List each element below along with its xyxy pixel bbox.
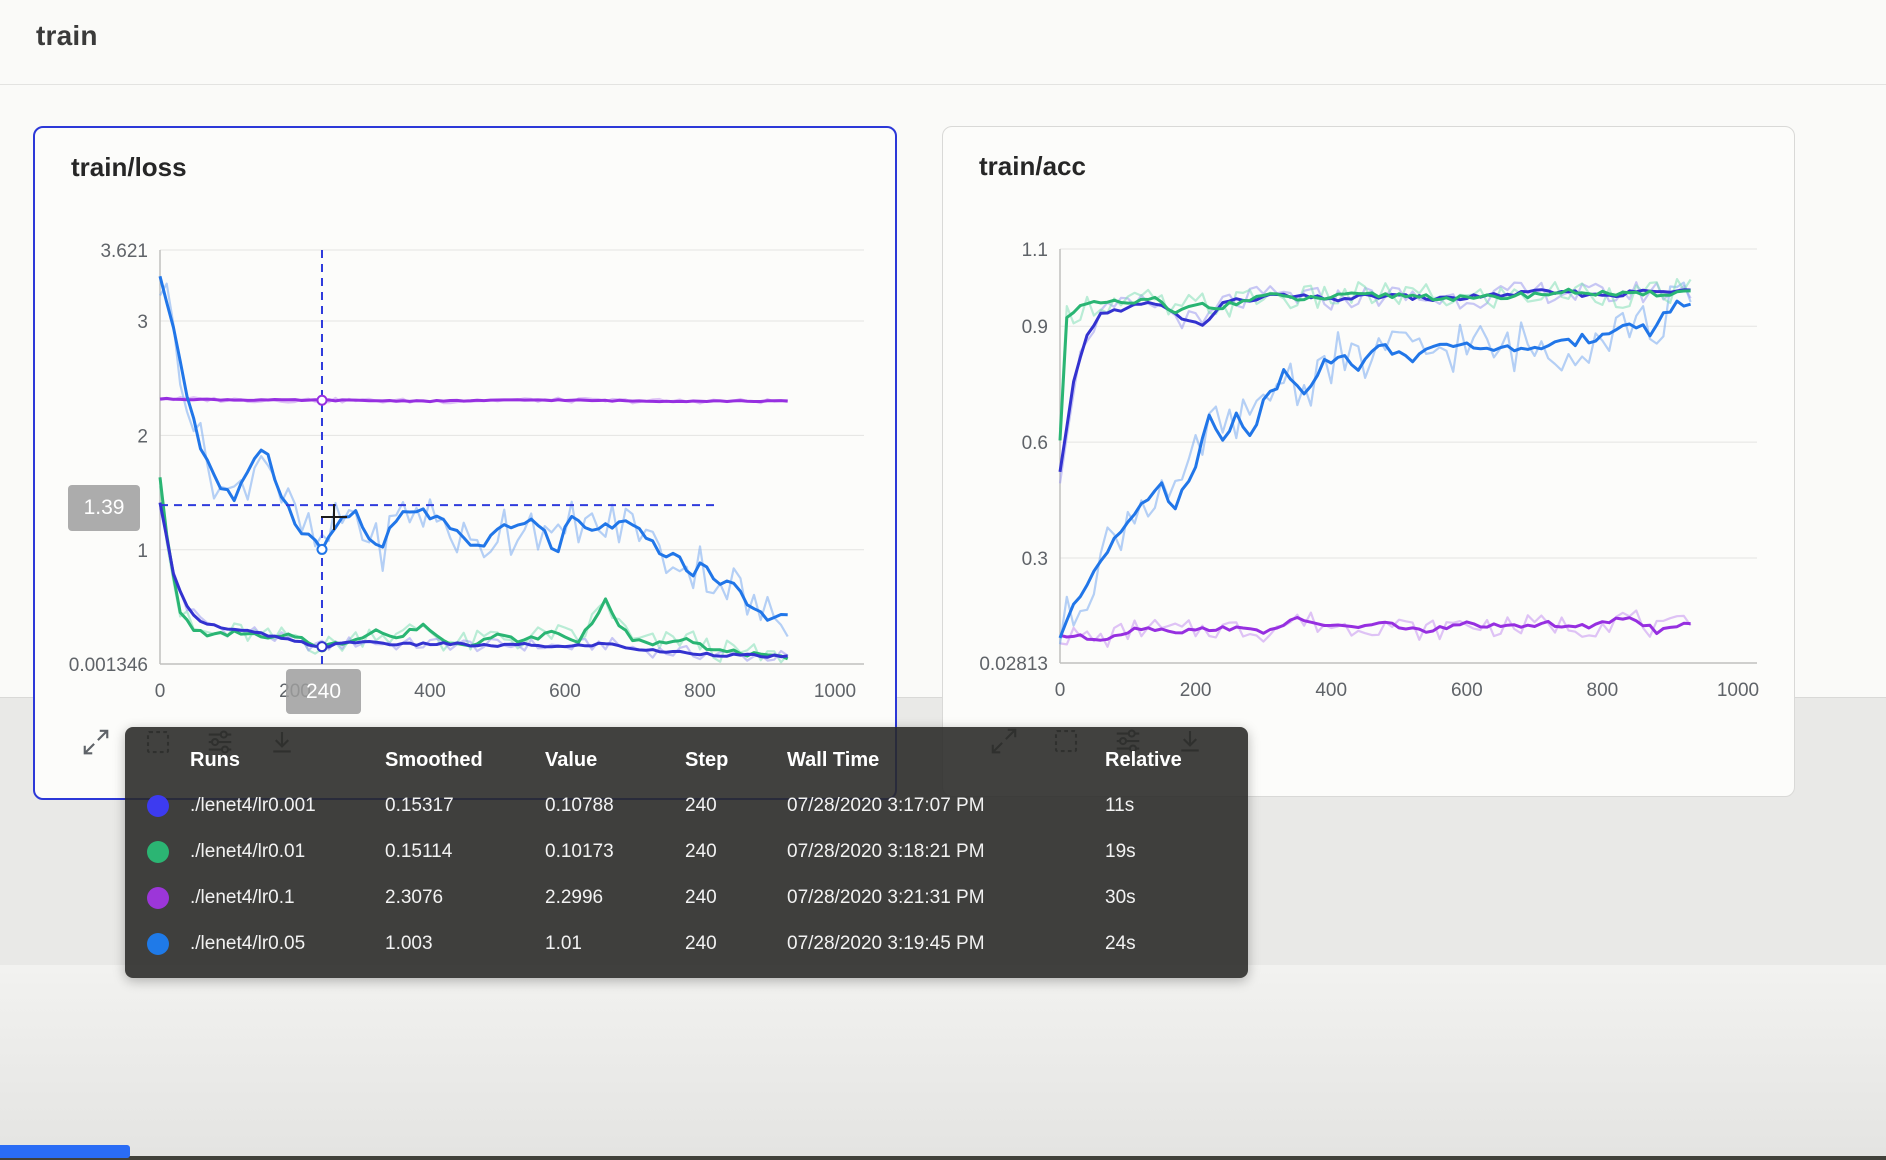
y-tick-label: 0.001346 bbox=[69, 655, 148, 676]
tooltip-header-row: Runs Smoothed Value Step Wall Time Relat… bbox=[125, 727, 1248, 783]
series-raw-line bbox=[1058, 278, 1692, 430]
x-tick-label: 200 bbox=[1180, 680, 1212, 701]
tooltip-rows: ./lenet4/lr0.001 0.15317 0.10788 240 07/28/2… bbox=[125, 783, 1248, 967]
walltime-cell: 07/28/2020 3:21:31 PM bbox=[787, 887, 985, 908]
y-tick-label: 0.6 bbox=[1022, 433, 1048, 454]
x-tick-label: 0 bbox=[155, 681, 166, 702]
crosshair-step-tag: 240 bbox=[286, 669, 361, 714]
tooltip-header-smoothed: Smoothed bbox=[385, 748, 483, 771]
relative-cell: 11s bbox=[1105, 795, 1135, 816]
bottom-border bbox=[0, 1156, 1886, 1160]
series-raw-line bbox=[1058, 281, 1692, 645]
tooltip-header-relative: Relative bbox=[1105, 748, 1182, 771]
step-cell: 240 bbox=[685, 933, 717, 954]
y-tick-label: 3.621 bbox=[100, 241, 148, 262]
run-name-cell: ./lenet4/lr0.01 bbox=[190, 841, 306, 862]
expand-icon[interactable] bbox=[81, 725, 115, 759]
hover-marker bbox=[316, 394, 328, 406]
series-smoothed-line bbox=[158, 275, 788, 622]
step-cell: 240 bbox=[685, 887, 717, 908]
page-title: train bbox=[36, 20, 98, 51]
background-band-low bbox=[0, 965, 1886, 1156]
run-name-cell: ./lenet4/lr0.05 bbox=[190, 933, 306, 954]
value-cell: 0.10173 bbox=[545, 841, 614, 862]
smoothed-cell: 0.15114 bbox=[385, 841, 453, 862]
expand-icon-glyph bbox=[83, 729, 109, 755]
step-cell: 240 bbox=[685, 841, 717, 862]
tooltip-header-step: Step bbox=[685, 748, 729, 771]
x-tick-label: 800 bbox=[684, 681, 716, 702]
smoothed-cell: 2.3076 bbox=[385, 887, 444, 908]
x-tick-label: 400 bbox=[1315, 680, 1347, 701]
tooltip-header-runs: Runs bbox=[190, 748, 240, 771]
series-raw-line bbox=[1059, 609, 1692, 648]
value-cell: 2.2996 bbox=[545, 887, 604, 908]
value-cell: 1.01 bbox=[545, 933, 582, 954]
x-tick-label: 1000 bbox=[814, 681, 856, 702]
y-tick-label: 0.3 bbox=[1022, 549, 1048, 570]
relative-cell: 24s bbox=[1105, 933, 1136, 954]
x-tick-label: 800 bbox=[1587, 680, 1619, 701]
run-color-dot bbox=[147, 887, 169, 909]
y-tick-label: 1 bbox=[137, 541, 148, 562]
series-raw-line bbox=[1058, 281, 1692, 484]
chart-card-train-loss[interactable]: train/loss 3.6213210.0013460200400600800… bbox=[33, 126, 897, 800]
chart-title-loss: train/loss bbox=[71, 152, 187, 182]
run-color-dot bbox=[147, 841, 169, 863]
x-tick-label: 1000 bbox=[1717, 680, 1759, 701]
run-color-dot bbox=[147, 795, 169, 817]
crosshair-value-tag: 1.39 bbox=[68, 485, 140, 531]
x-tick-label: 400 bbox=[414, 681, 446, 702]
y-tick-label: 1.1 bbox=[1022, 240, 1048, 261]
crosshair-cursor-icon bbox=[321, 504, 347, 530]
tooltip-row: ./lenet4/lr0.01 0.15114 0.10173 240 07/28/20… bbox=[125, 829, 1248, 875]
relative-cell: 30s bbox=[1105, 887, 1136, 908]
hover-marker bbox=[316, 543, 328, 555]
hover-marker bbox=[316, 641, 328, 653]
x-tick-label: 0 bbox=[1055, 680, 1066, 701]
tooltip-header-value: Value bbox=[545, 748, 598, 771]
y-tick-label: 0.02813 bbox=[979, 654, 1048, 675]
series-smoothed-line bbox=[158, 502, 788, 659]
tooltip-header-walltime: Wall Time bbox=[787, 748, 880, 771]
step-cell: 240 bbox=[685, 795, 717, 816]
run-color-dot bbox=[147, 933, 169, 955]
chart-card-train-acc[interactable]: train/acc 1.1 0.9 0.6 0.3 0.02813 0 200 400 600 8… bbox=[942, 126, 1795, 797]
series-smoothed-line bbox=[1058, 288, 1691, 473]
tooltip-row: ./lenet4/lr0.001 0.15317 0.10788 240 07/28/2… bbox=[125, 783, 1248, 829]
y-tick-label: 3 bbox=[137, 312, 148, 333]
app-header: train bbox=[0, 0, 1886, 85]
progress-bar bbox=[0, 1145, 130, 1158]
hover-tooltip: Runs Smoothed Value Step Wall Time Relat… bbox=[125, 727, 1248, 978]
run-name-cell: ./lenet4/lr0.001 bbox=[190, 795, 316, 816]
x-tick-label: 600 bbox=[549, 681, 581, 702]
series-smoothed-line bbox=[1058, 299, 1692, 639]
y-tick-label: 0.9 bbox=[1022, 317, 1048, 338]
acc-chart-plot[interactable]: 1.1 0.9 0.6 0.3 0.02813 0 200 400 600 800 1000 bbox=[943, 127, 1792, 794]
series-smoothed-line bbox=[1058, 287, 1691, 441]
series-raw-line bbox=[159, 282, 789, 638]
smoothed-cell: 0.15317 bbox=[385, 795, 454, 816]
walltime-cell: 07/28/2020 3:19:45 PM bbox=[787, 933, 985, 954]
tooltip-row: ./lenet4/lr0.1 2.3076 2.2996 240 07/28/2020 … bbox=[125, 875, 1248, 921]
smoothed-cell: 1.003 bbox=[385, 933, 433, 954]
x-tick-label: 600 bbox=[1451, 680, 1483, 701]
y-tick-label: 2 bbox=[137, 426, 148, 447]
relative-cell: 19s bbox=[1105, 841, 1136, 862]
series-smoothed-line bbox=[159, 396, 788, 404]
walltime-cell: 07/28/2020 3:18:21 PM bbox=[787, 841, 985, 862]
walltime-cell: 07/28/2020 3:17:07 PM bbox=[787, 795, 985, 816]
chart-title-acc: train/acc bbox=[979, 151, 1086, 181]
run-name-cell: ./lenet4/lr0.1 bbox=[190, 887, 295, 908]
value-cell: 0.10788 bbox=[545, 795, 614, 816]
series-smoothed-line bbox=[1059, 616, 1691, 642]
tooltip-row: ./lenet4/lr0.05 1.003 1.01 240 07/28/2020 3:… bbox=[125, 921, 1248, 967]
